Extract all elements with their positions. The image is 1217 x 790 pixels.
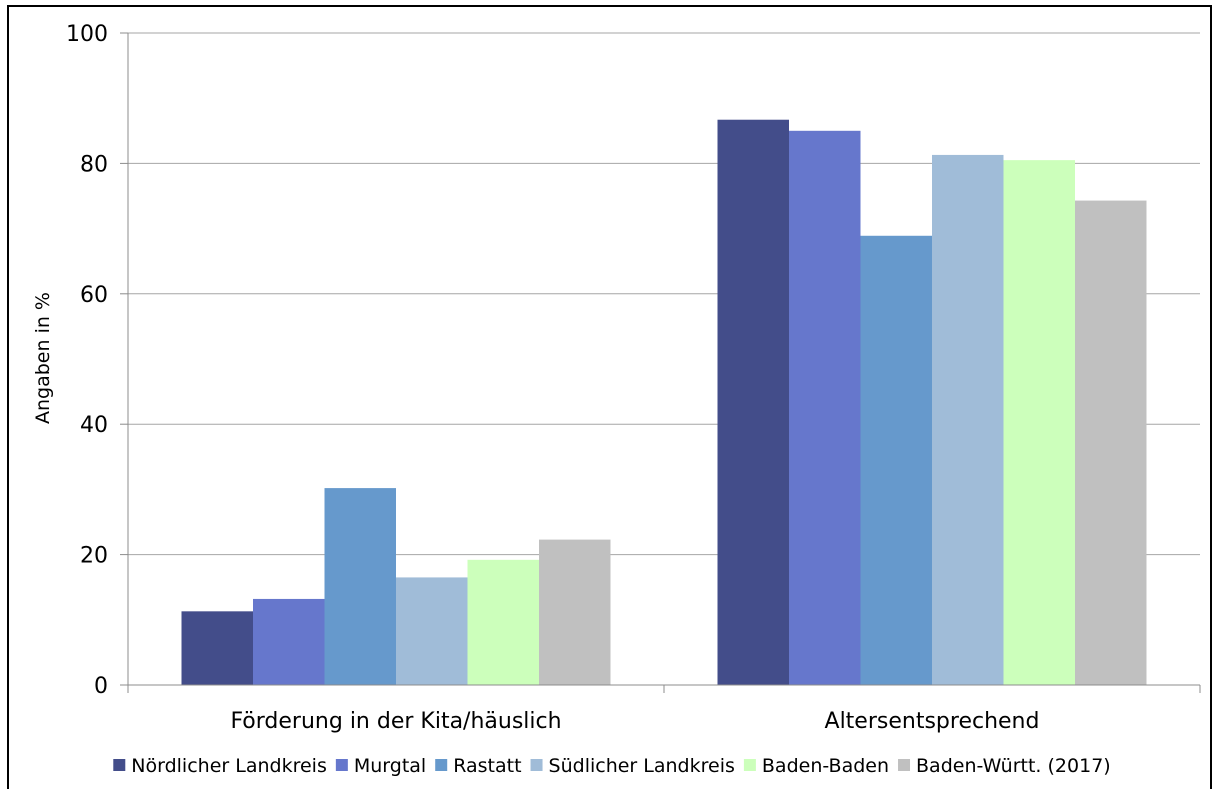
x-tick-label: Förderung in der Kita/häuslich <box>230 709 561 734</box>
bar <box>253 598 325 685</box>
bar <box>1003 160 1075 685</box>
x-tick-labels: Förderung in der Kita/häuslich Altersents… <box>230 709 1039 734</box>
bar <box>396 577 468 685</box>
legend-label: Südlicher Landkreis <box>549 755 735 777</box>
y-tick-labels: 0 20 40 60 80 100 <box>66 22 108 699</box>
bar <box>539 539 611 685</box>
bar <box>932 154 1004 685</box>
legend-swatch <box>898 759 911 771</box>
bar <box>467 559 539 685</box>
chart-frame <box>7 5 1212 789</box>
legend: Nördlicher Landkreis Murgtal Rastatt Südlic… <box>113 755 1111 777</box>
bar <box>860 235 932 685</box>
bar <box>789 130 861 686</box>
legend-label: Nördlicher Landkreis <box>131 755 327 777</box>
y-tick-label: 100 <box>66 22 108 47</box>
bar <box>717 119 789 685</box>
legend-label: Murgtal <box>354 755 426 777</box>
legend-label: Rastatt <box>453 755 521 777</box>
axes <box>127 33 1201 693</box>
legend-label: Baden-Baden <box>762 755 889 777</box>
y-tick-label: 80 <box>80 152 108 177</box>
bar <box>181 611 253 685</box>
bars <box>181 119 1147 686</box>
legend-swatch <box>335 759 348 771</box>
legend-swatch <box>530 759 543 771</box>
bar <box>1075 200 1147 685</box>
legend-swatch <box>743 759 756 771</box>
y-tick-label: 20 <box>80 544 108 569</box>
legend-label: Baden-Württ. (2017) <box>916 755 1111 777</box>
legend-swatch <box>113 759 126 771</box>
y-tick-label: 40 <box>80 413 108 438</box>
bar <box>324 488 396 685</box>
x-tick-label: Altersentsprechend <box>825 709 1040 734</box>
y-tick-label: 60 <box>80 283 108 308</box>
y-tick-label: 0 <box>94 674 108 699</box>
legend-swatch <box>435 759 448 771</box>
y-axis-label: Angaben in % <box>32 292 54 424</box>
